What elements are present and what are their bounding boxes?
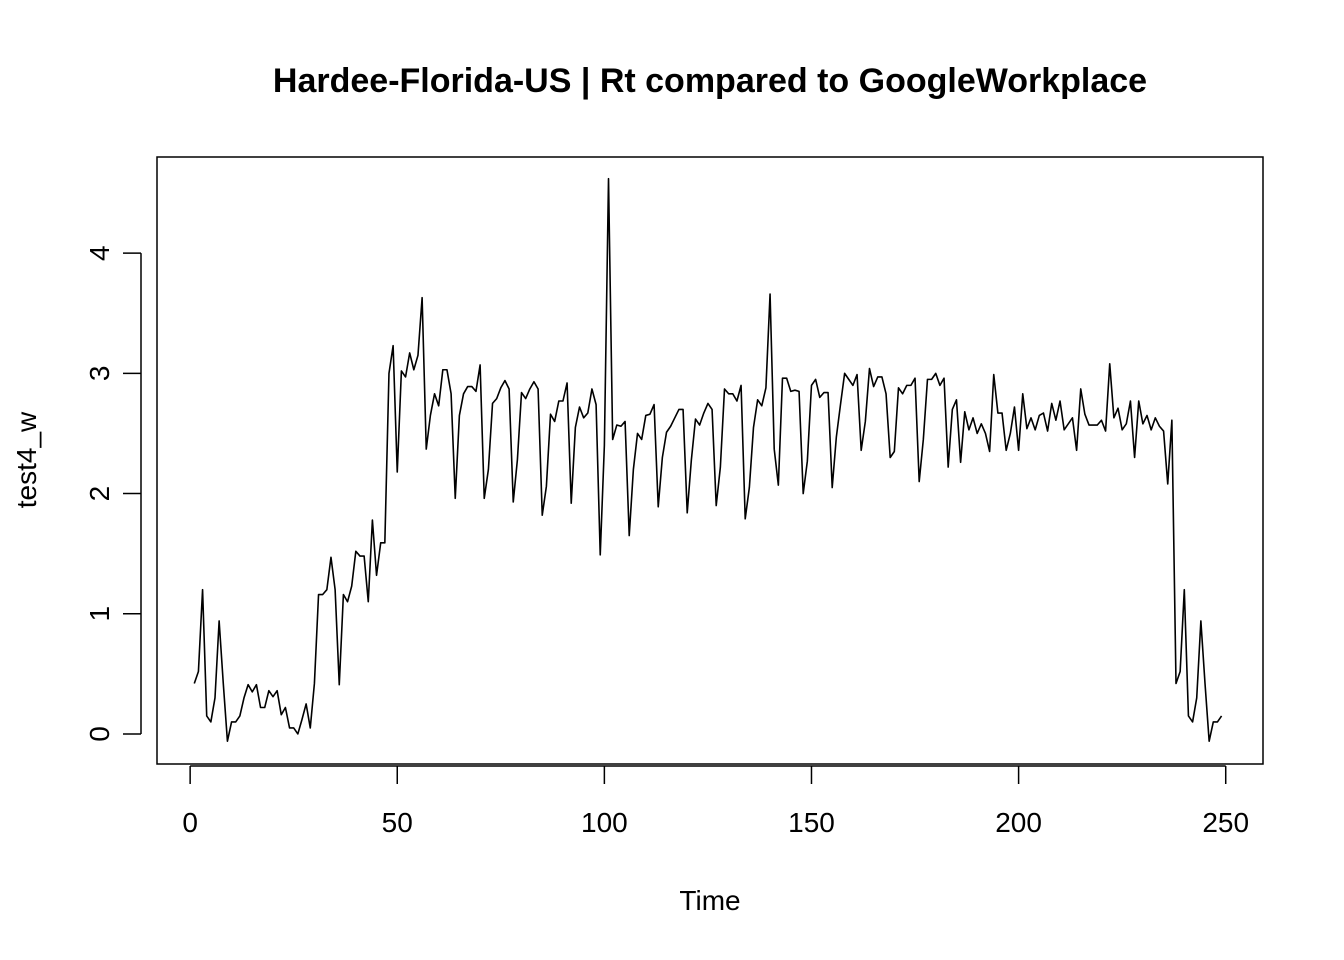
chart-title: Hardee-Florida-US | Rt compared to Googl… (273, 62, 1147, 100)
x-tick-label: 150 (788, 807, 835, 838)
y-axis: 0 1 2 3 4 (84, 245, 142, 742)
y-tick-label: 4 (84, 245, 115, 261)
series-line (193, 177, 1223, 742)
x-tick-label: 50 (382, 807, 413, 838)
x-tick-label: 200 (995, 807, 1042, 838)
y-tick-label: 1 (84, 606, 115, 622)
plot-frame (156, 156, 1264, 765)
y-tick-label: 0 (84, 726, 115, 742)
x-tick-label: 100 (581, 807, 628, 838)
x-tick-label: 250 (1202, 807, 1249, 838)
y-tick-label: 2 (84, 486, 115, 502)
y-axis-label: test4_w (11, 411, 42, 508)
x-axis-label: Time (679, 885, 740, 916)
x-tick-label: 0 (182, 807, 198, 838)
y-tick-label: 3 (84, 366, 115, 382)
x-axis: 0 50 100 150 200 250 (182, 765, 1249, 838)
